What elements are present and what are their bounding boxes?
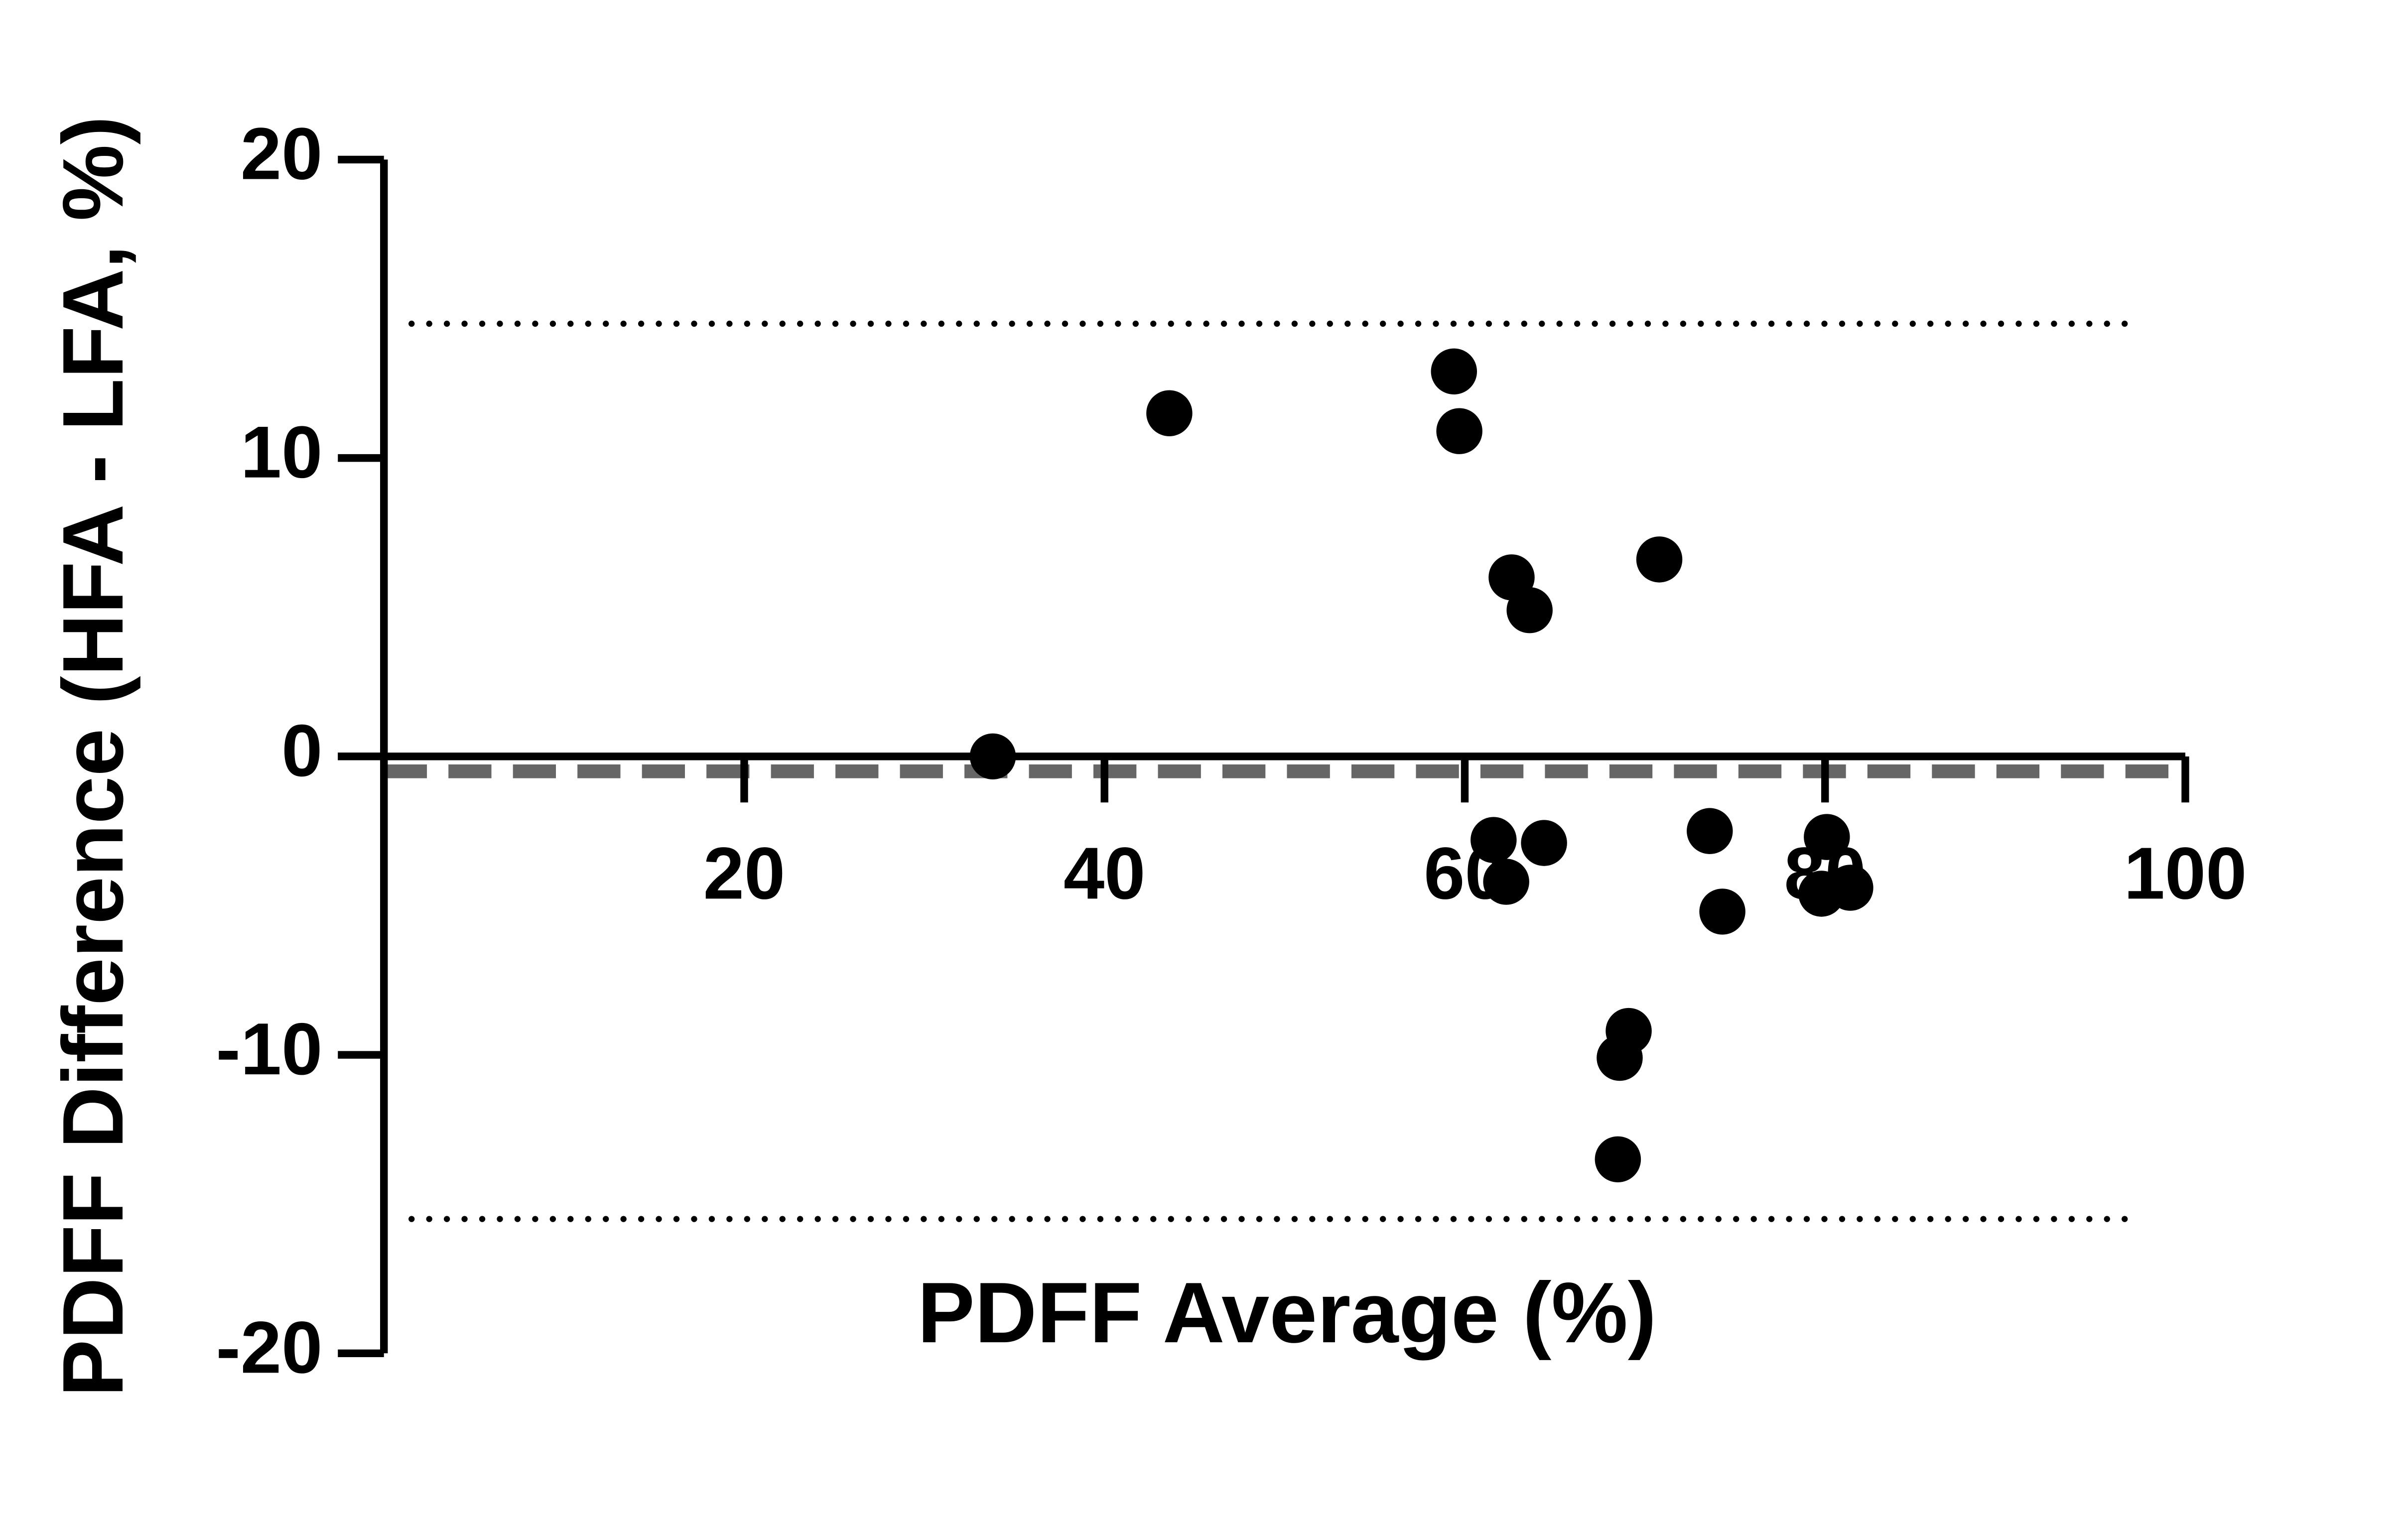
y-tick-label: -10 [216, 1008, 323, 1090]
data-point [1146, 390, 1193, 436]
data-point [1436, 408, 1482, 454]
y-axis-title: PDFF Difference (HFA - LFA, %) [45, 116, 141, 1397]
data-point [1595, 1136, 1641, 1182]
y-tick-label: 10 [241, 411, 323, 494]
y-tick-label: 20 [241, 113, 323, 195]
data-point [1431, 348, 1477, 395]
data-point [1597, 1034, 1643, 1081]
data-point [1636, 536, 1683, 583]
x-tick-label: 20 [703, 832, 786, 914]
data-point [1506, 587, 1553, 633]
data-point [1699, 888, 1745, 935]
data-point [969, 733, 1016, 780]
data-point [1804, 814, 1850, 860]
data-point [1483, 859, 1529, 905]
x-tick-label: 40 [1064, 832, 1146, 914]
data-point [1521, 820, 1567, 866]
data-point [1687, 808, 1733, 854]
x-axis-title: PDFF Average (%) [918, 1265, 1657, 1361]
data-point [1471, 817, 1517, 863]
y-tick-label: 0 [281, 710, 322, 792]
y-tick-label: -20 [216, 1306, 323, 1389]
data-point [1827, 865, 1873, 911]
x-tick-label: 100 [2124, 832, 2247, 914]
